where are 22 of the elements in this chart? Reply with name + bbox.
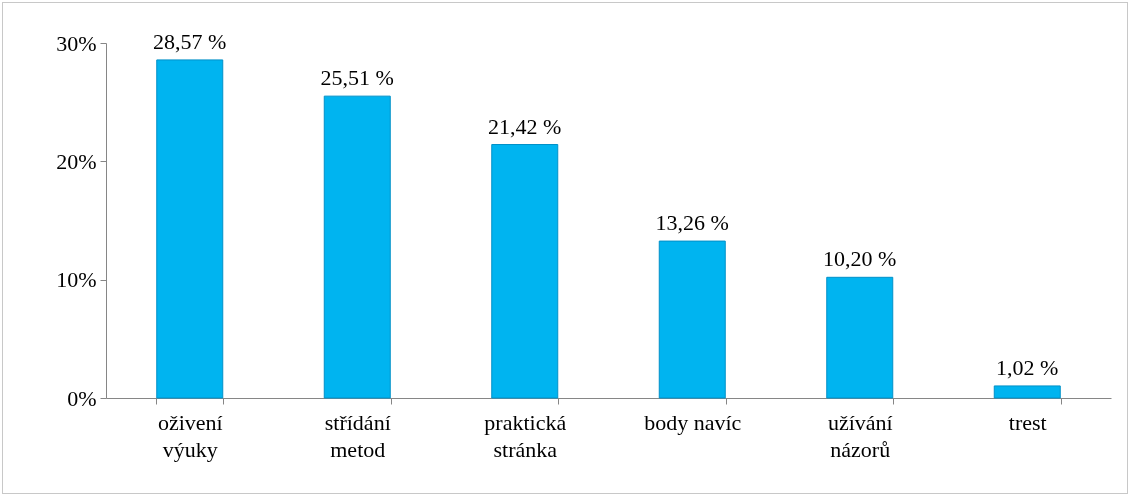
data-label: 28,57 % [153,28,227,54]
data-label: 25,51 % [320,65,394,91]
bar [826,276,894,399]
bar [993,385,1061,399]
x-tick-label: praktická stránka [484,409,567,462]
x-tick-label: trest [1008,409,1047,435]
bar [156,59,224,399]
data-label: 13,26 % [655,210,729,236]
data-label: 21,42 % [488,113,562,139]
bar [491,144,559,399]
y-tick-label: 0% [67,385,97,411]
x-tick-label: užívání názorů [827,409,893,462]
x-tick-label: body navíc [644,409,742,435]
bar [658,240,726,399]
y-tick-label: 30% [56,30,97,56]
data-label: 1,02 % [996,354,1059,380]
data-label: 10,20 % [823,246,897,272]
x-tick-label: oživení výuky [157,409,223,462]
x-tick-label: střídání metod [324,409,391,462]
y-tick-label: 20% [56,148,97,174]
bar [323,95,391,399]
y-tick-label: 10% [56,267,97,293]
